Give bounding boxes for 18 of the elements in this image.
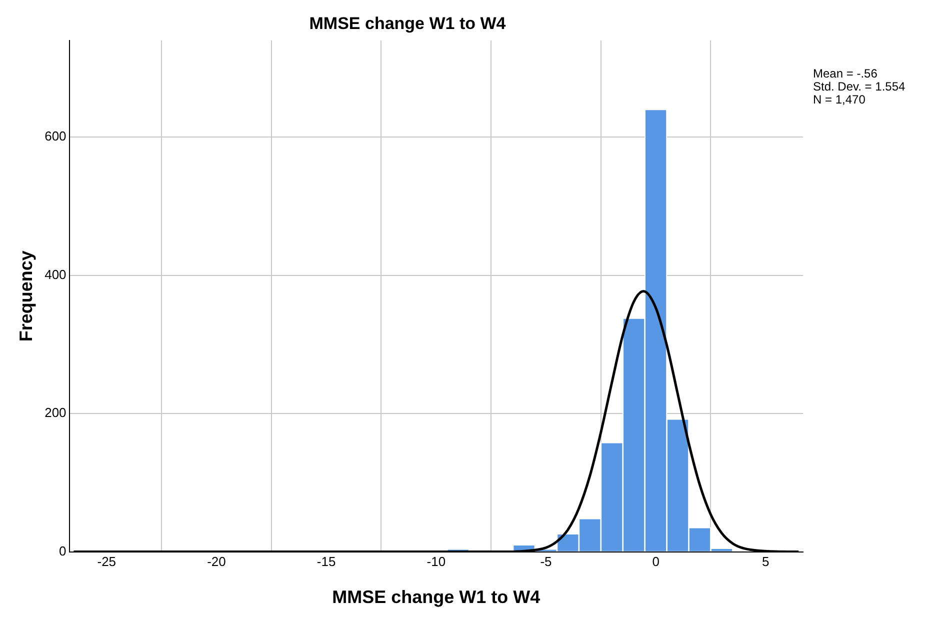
x-axis-title: MMSE change W1 to W4 (332, 587, 540, 608)
y-tick-label: 400 (44, 266, 66, 282)
x-tick-label: -25 (97, 554, 116, 570)
y-tick-label: 200 (44, 405, 66, 420)
x-tick-label: -20 (207, 554, 226, 570)
x-tick-label: -10 (426, 554, 446, 570)
y-tick-label: 600 (44, 128, 66, 144)
chart-title: MMSE change W1 to W4 (309, 14, 506, 33)
y-axis-title: Frequency (16, 250, 36, 342)
x-tick-label: 5 (762, 554, 770, 570)
x-tick-label: -5 (540, 554, 552, 570)
text: Std. Dev. = 1.554 (813, 79, 906, 94)
text: Mean = -.56 (813, 66, 878, 80)
x-tick-label: 0 (652, 554, 660, 570)
line-series (72, 290, 800, 552)
x-tick-label: -15 (316, 554, 336, 570)
text: N = 1,470 (813, 92, 866, 106)
y-tick-label: 0 (59, 543, 66, 558)
